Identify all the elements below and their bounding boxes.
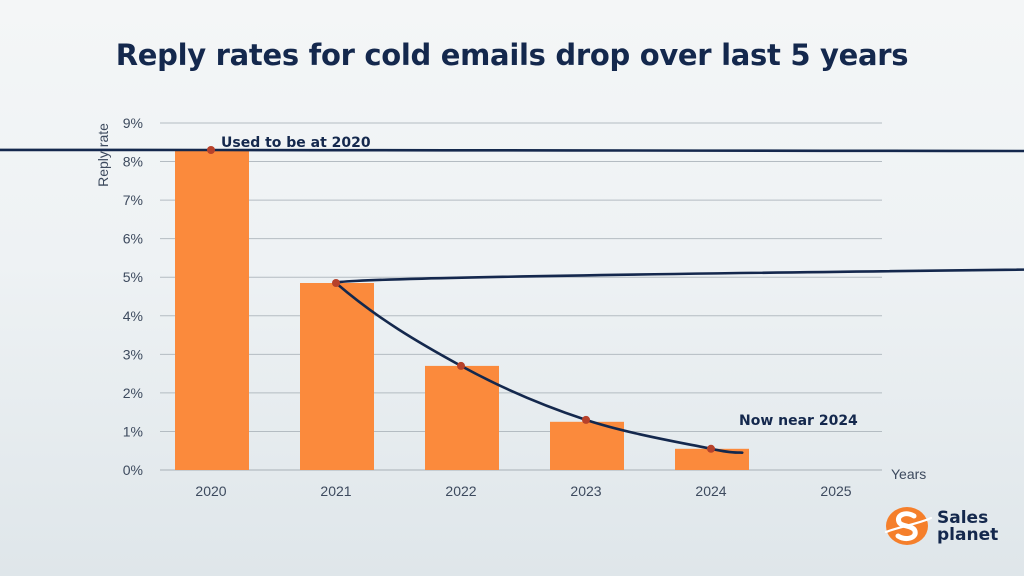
y-tick-label: 2%	[123, 385, 143, 401]
trend-point	[707, 444, 715, 453]
x-tick-label: 2024	[695, 483, 726, 499]
trend-point	[582, 415, 590, 424]
bar-2021	[300, 283, 374, 470]
x-tick-label: 2021	[320, 483, 351, 499]
bar-2022	[425, 365, 499, 470]
y-tick-label: 3%	[123, 346, 143, 362]
bar-2020	[175, 149, 249, 470]
y-axis-title: Reply rate	[95, 123, 111, 187]
y-tick-label: 4%	[123, 308, 143, 324]
y-tick-label: 0%	[123, 462, 143, 478]
y-tick-label: 7%	[123, 192, 143, 208]
annotation-label: Used to be at 2020	[221, 135, 371, 151]
logo-text-line2: planet	[937, 525, 999, 545]
trend-point	[207, 145, 215, 154]
trend-point	[457, 361, 465, 370]
bars	[175, 149, 749, 470]
y-tick-label: 5%	[123, 269, 143, 285]
y-tick-label: 8%	[123, 154, 143, 170]
logo-text-line1: Sales	[937, 508, 989, 528]
y-tick-label: 1%	[123, 423, 143, 439]
annotation-label: Now near 2024	[739, 413, 858, 429]
axis-labels: 0% 1% 2% 3% 4% 5% 6% 7% 8% 9% 2020 2021 2022 2023 2024…	[95, 115, 926, 499]
chart-title: Reply rates for cold emails drop over la…	[115, 38, 909, 72]
bar-2024	[675, 448, 749, 470]
x-tick-label: 2025	[820, 483, 851, 499]
grid-lines	[160, 122, 882, 471]
sales-planet-logo-icon	[884, 507, 932, 545]
trend-point	[332, 279, 340, 288]
trend-curve-line	[0, 134, 1024, 453]
x-tick-label: 2022	[445, 483, 476, 499]
y-tick-label: 9%	[123, 115, 143, 131]
bar-2023	[550, 421, 624, 470]
x-tick-label: 2023	[570, 483, 601, 499]
trend-curve	[0, 134, 1024, 453]
sales-planet-logo: Sales planet	[884, 502, 1014, 550]
x-axis-title: Years	[891, 466, 926, 482]
y-tick-label: 6%	[123, 231, 143, 247]
x-tick-label: 2020	[195, 483, 226, 499]
